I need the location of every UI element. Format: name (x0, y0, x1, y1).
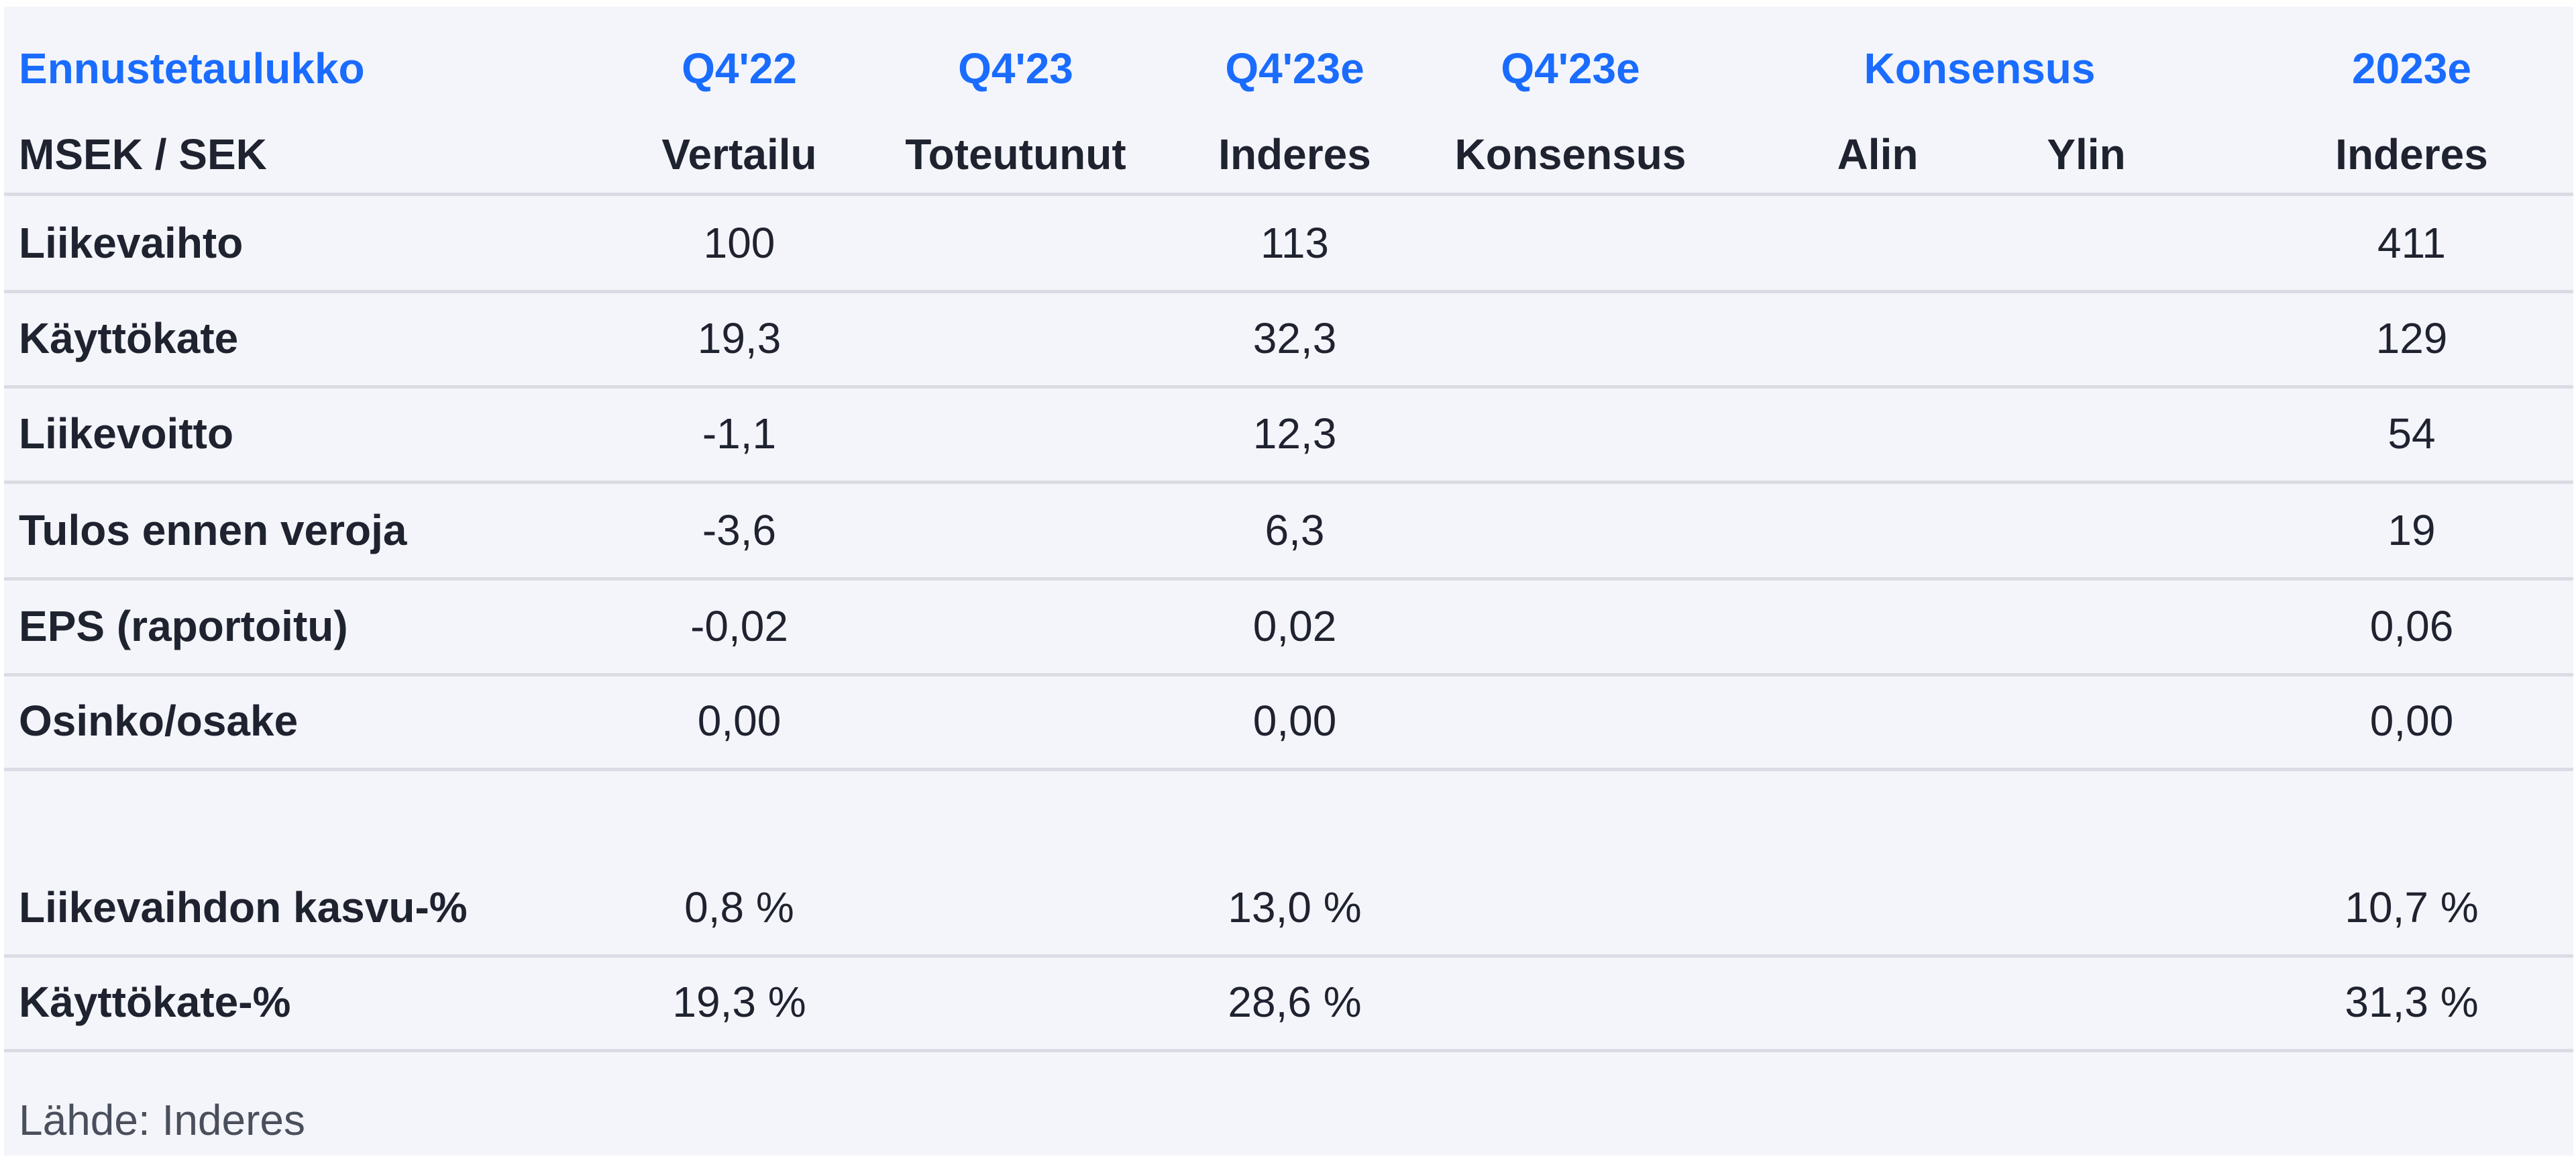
divider (4, 193, 2573, 196)
col-2023e-sub: Inderes (2335, 130, 2488, 179)
divider (4, 954, 2573, 958)
cell-q423e-inderes: 32,3 (1252, 314, 1337, 362)
cell-q422: 0,8 % (684, 883, 794, 931)
row-label: Tulos ennen veroja (19, 506, 407, 554)
cell-q422: -0,02 (690, 602, 788, 650)
source-note: Lähde: Inderes (19, 1096, 305, 1144)
divider (4, 290, 2573, 293)
table-row: Käyttökate 19,3 32,3 129 (4, 291, 2573, 385)
cell-y2023e: 19 (2387, 506, 2436, 554)
table-title: Ennustetaulukko (19, 44, 365, 93)
cell-q422: 0,00 (697, 697, 782, 745)
col-q422-sub: Vertailu (661, 130, 817, 179)
cell-y2023e: 54 (2387, 409, 2436, 458)
cell-q422: 19,3 (697, 314, 782, 362)
col-q423e-konsensus-header: Q4'23e (1501, 44, 1640, 93)
cell-q423e-inderes: 0,02 (1252, 602, 1337, 650)
cell-q422: -1,1 (702, 409, 777, 458)
forecast-table: Ennustetaulukko Q4'22 Q4'23 Q4'23e Q4'23… (4, 7, 2573, 1156)
cell-y2023e: 411 (2377, 219, 2447, 267)
cell-q422: -3,6 (702, 506, 777, 554)
table-row: Liikevaihto 100 113 411 (4, 196, 2573, 290)
row-label: EPS (raportoitu) (19, 602, 348, 650)
cell-q422: 19,3 % (672, 978, 806, 1026)
col-q423e-konsensus-sub: Konsensus (1454, 130, 1686, 179)
cell-q423e-inderes: 13,0 % (1228, 883, 1362, 931)
table-row: Tulos ennen veroja -3,6 6,3 19 (4, 483, 2573, 577)
row-label: Osinko/osake (19, 697, 299, 745)
table-row: Liikevoitto -1,1 12,3 54 (4, 387, 2573, 481)
col-konsensus-header: Konsensus (1864, 44, 2096, 93)
cell-q422: 100 (703, 219, 775, 267)
cell-q423e-inderes: 28,6 % (1228, 978, 1362, 1026)
divider (4, 577, 2573, 581)
col-q423e-inderes-sub: Inderes (1218, 130, 1371, 179)
unit-label: MSEK / SEK (19, 130, 267, 179)
cell-q423e-inderes: 113 (1260, 219, 1330, 267)
header-row-periods: Ennustetaulukko Q4'22 Q4'23 Q4'23e Q4'23… (4, 21, 2573, 115)
col-q422-header: Q4'22 (682, 44, 797, 93)
divider (4, 481, 2573, 484)
cell-y2023e: 0,06 (2369, 602, 2454, 650)
table-row: Liikevaihdon kasvu-% 0,8 % 13,0 % 10,7 % (4, 860, 2573, 954)
row-label: Käyttökate-% (19, 978, 291, 1026)
row-label: Liikevoitto (19, 409, 234, 458)
cell-q423e-inderes: 12,3 (1252, 409, 1337, 458)
table-row: Osinko/osake 0,00 0,00 0,00 (4, 674, 2573, 768)
row-label: Liikevaihdon kasvu-% (19, 883, 468, 931)
col-q423-sub: Toteutunut (905, 130, 1126, 179)
col-2023e-header: 2023e (2352, 44, 2471, 93)
row-label: Liikevaihto (19, 219, 244, 267)
cell-y2023e: 129 (2375, 314, 2448, 362)
cell-y2023e: 0,00 (2369, 697, 2454, 745)
divider (4, 768, 2573, 771)
cell-q423e-inderes: 6,3 (1265, 506, 1325, 554)
cell-y2023e: 31,3 % (2345, 978, 2479, 1026)
header-row-sources: MSEK / SEK Vertailu Toteutunut Inderes K… (4, 107, 2573, 201)
table-row: Käyttökate-% 19,3 % 28,6 % 31,3 % (4, 955, 2573, 1049)
divider (4, 673, 2573, 676)
col-q423-header: Q4'23 (958, 44, 1073, 93)
col-alin-sub: Alin (1837, 130, 1919, 179)
divider (4, 1049, 2573, 1052)
divider (4, 385, 2573, 389)
col-q423e-inderes-header: Q4'23e (1225, 44, 1364, 93)
col-ylin-sub: Ylin (2047, 130, 2126, 179)
cell-y2023e: 10,7 % (2345, 883, 2479, 931)
cell-q423e-inderes: 0,00 (1252, 697, 1337, 745)
table-row: EPS (raportoitu) -0,02 0,02 0,06 (4, 579, 2573, 673)
row-label: Käyttökate (19, 314, 239, 362)
